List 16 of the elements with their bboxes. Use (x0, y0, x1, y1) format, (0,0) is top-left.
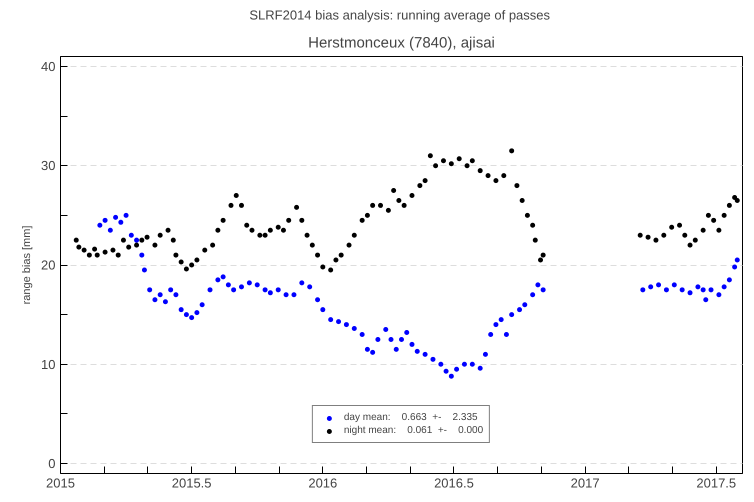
y-tick-label: 20 (41, 258, 56, 272)
x-tick-label: 2017.5 (696, 476, 736, 490)
legend-label: night mean: 0.061 +- 0.000 (344, 425, 484, 436)
y-tick-label: 30 (41, 158, 56, 174)
x-tick-label: 2015.5 (172, 476, 212, 490)
x-tick-label: 2017 (570, 476, 600, 490)
y-tick-label: 0 (48, 456, 56, 472)
chart-subtitle: Herstmonceux (7840), ajisai (308, 34, 495, 52)
legend-label: day mean: 0.663 +- 2.335 (344, 412, 478, 423)
y-axis-title: range bias [mm] (21, 226, 34, 304)
y-tick-label: 40 (41, 58, 56, 74)
x-tick-label: 2016 (308, 476, 338, 490)
y-tick-label: 10 (41, 356, 56, 372)
x-tick-label: 2015 (46, 476, 75, 490)
x-tick-label: 2016.5 (434, 476, 474, 490)
chart-title: SLRF2014 bias analysis: running average of passes (249, 8, 551, 22)
